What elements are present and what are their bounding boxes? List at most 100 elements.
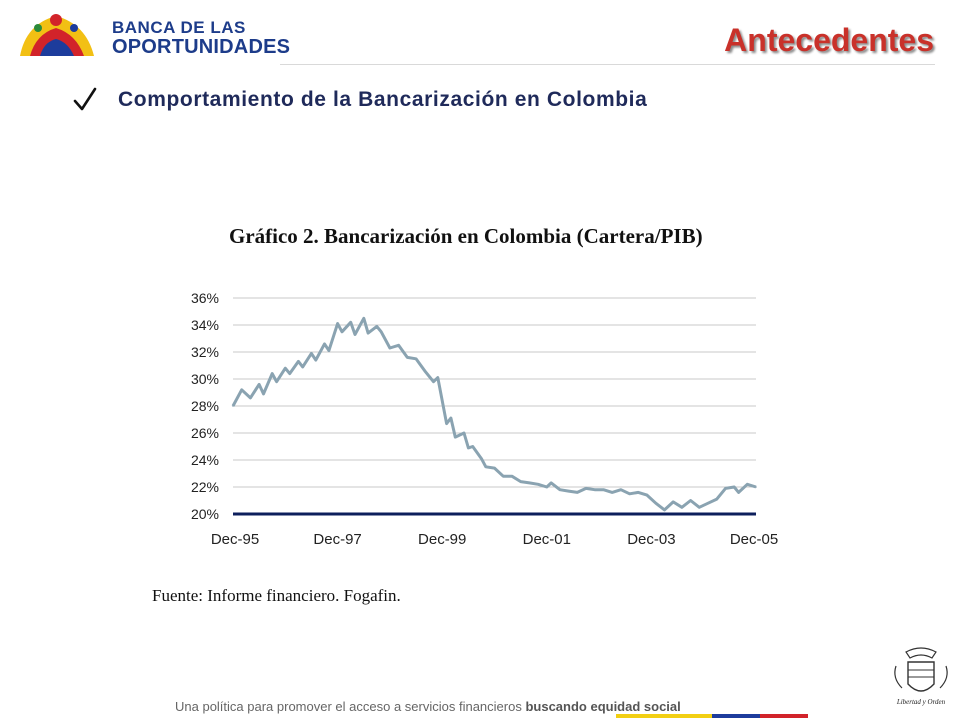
data-point — [271, 372, 274, 375]
data-point — [297, 360, 300, 363]
logo: BANCA DE LAS OPORTUNIDADES — [16, 6, 290, 64]
data-point — [336, 322, 339, 325]
y-tick-label: 22% — [191, 479, 219, 495]
flag-red-stripe — [760, 714, 808, 718]
data-point — [415, 358, 417, 360]
data-point — [424, 370, 426, 372]
coat-of-arms-icon — [894, 647, 948, 692]
data-point — [655, 502, 657, 505]
data-point — [445, 422, 448, 425]
y-tick-label: 34% — [191, 317, 219, 333]
data-point — [328, 349, 330, 352]
data-point — [406, 356, 409, 359]
data-point — [663, 509, 666, 511]
data-point — [585, 487, 587, 490]
x-tick-label: Dec-01 — [523, 531, 571, 548]
data-point — [537, 483, 539, 486]
data-point — [301, 366, 304, 368]
data-point — [288, 372, 291, 375]
y-tick-label: 36% — [191, 290, 219, 306]
x-tick-label: Dec-99 — [418, 531, 466, 548]
data-point — [258, 383, 260, 386]
y-tick-label: 20% — [191, 506, 219, 522]
data-point — [602, 488, 605, 491]
y-tick-label: 30% — [191, 371, 219, 387]
data-point — [397, 344, 400, 347]
x-tick-label: Dec-97 — [313, 531, 361, 548]
flag-bar — [616, 714, 808, 718]
seal-caption: Libertad y Orden — [896, 698, 946, 706]
data-point — [485, 466, 487, 468]
data-point — [493, 467, 496, 469]
logo-line-2: OPORTUNIDADES — [112, 36, 291, 58]
checkmark-icon — [73, 87, 97, 111]
data-point — [519, 480, 522, 483]
data-point — [637, 491, 640, 494]
data-point — [349, 321, 352, 324]
data-point — [240, 389, 243, 391]
data-point — [437, 376, 439, 379]
data-point — [567, 490, 570, 492]
data-point — [681, 506, 683, 509]
y-tick-label: 24% — [191, 452, 219, 468]
data-point — [576, 491, 579, 494]
data-point — [354, 333, 356, 336]
y-tick-label: 32% — [191, 344, 219, 360]
data-point — [593, 488, 596, 491]
data-point — [363, 317, 365, 320]
data-point — [672, 501, 674, 503]
footer-plain: Una política para promover el acceso a s… — [175, 699, 526, 714]
data-point — [389, 347, 391, 349]
logo-line-1: BANCA DE LAS — [112, 18, 246, 37]
data-point — [315, 359, 317, 361]
logo-icon — [20, 14, 94, 56]
footer-text: Una política para promover el acceso a s… — [175, 699, 681, 714]
data-point — [323, 343, 326, 345]
data-point — [376, 325, 378, 328]
flag-yellow-stripe — [616, 714, 712, 718]
data-point — [698, 506, 701, 509]
header-rule — [280, 64, 935, 65]
data-point — [689, 499, 692, 502]
data-point — [471, 445, 474, 448]
data-point — [737, 491, 740, 494]
data-point — [380, 331, 383, 333]
subtitle-row: Comportamiento de la Bancarización en Co… — [72, 86, 647, 114]
data-point — [546, 486, 548, 488]
data-point — [620, 488, 622, 491]
data-point — [724, 487, 727, 490]
data-point — [463, 432, 465, 434]
data-point — [432, 380, 435, 383]
data-point — [467, 447, 470, 449]
data-point — [550, 482, 552, 484]
data-point — [249, 397, 252, 399]
footer-emphasis: buscando equidad social — [525, 699, 681, 714]
data-point — [707, 502, 709, 505]
page-title: Antecedentes — [724, 22, 934, 58]
data-point — [262, 393, 265, 395]
y-tick-label: 28% — [191, 398, 219, 414]
x-tick-label: Dec-05 — [730, 531, 778, 548]
data-point — [716, 498, 718, 500]
data-point — [628, 493, 631, 495]
data-point — [502, 475, 505, 478]
x-tick-label: Dec-95 — [211, 531, 259, 548]
data-point — [310, 352, 313, 355]
data-point — [559, 488, 561, 491]
flag-blue-stripe — [712, 714, 760, 718]
data-point — [284, 367, 287, 370]
y-tick-label: 26% — [191, 425, 219, 441]
chart-title: Gráfico 2. Bancarización en Colombia (Ca… — [229, 224, 703, 248]
data-point — [511, 475, 513, 478]
data-point — [450, 417, 452, 419]
data-point — [480, 457, 483, 460]
subtitle: Comportamiento de la Bancarización en Co… — [118, 88, 648, 111]
chart-source: Fuente: Informe financiero. Fogafin. — [152, 586, 401, 605]
data-point — [367, 332, 369, 334]
data-point — [611, 491, 613, 494]
series-line — [231, 316, 757, 512]
data-point — [746, 483, 749, 486]
data-point — [275, 380, 278, 383]
data-point — [454, 436, 457, 438]
